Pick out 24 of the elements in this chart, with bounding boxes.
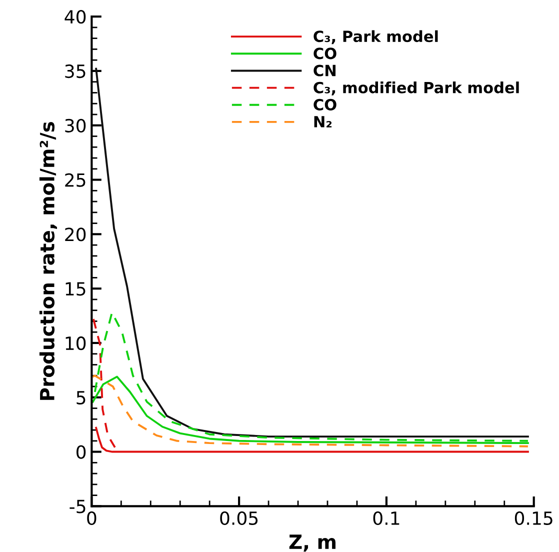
y-tick-label: 40 [64, 10, 86, 24]
legend-label: C₃, Park model [314, 30, 438, 44]
y-tick-label: 30 [65, 118, 86, 132]
line-series [95, 426, 529, 453]
x-axis-title: Z, m [289, 534, 336, 552]
legend-label: CN [314, 64, 336, 76]
legend-label: CO [314, 48, 336, 60]
legend-label: N₂ [314, 116, 332, 128]
x-tick-label: 0 [87, 511, 96, 526]
y-axis-title: Production rate, mol/m²/s [39, 122, 57, 400]
line-series [92, 318, 116, 448]
y-tick-label: 0 [76, 445, 86, 459]
legend-label: CO [314, 98, 336, 110]
x-tick-label: 0.15 [514, 511, 552, 526]
x-tick-label: 0.05 [220, 511, 258, 526]
y-tick-label: 10 [66, 336, 86, 350]
y-tick-label: 35 [65, 64, 86, 78]
y-tick-label: -5 [70, 500, 86, 514]
y-tick-label: 25 [65, 173, 86, 187]
y-tick-label: 15 [66, 282, 86, 296]
y-tick-label: 20 [65, 228, 86, 242]
legend-label: C₃, modified Park model [314, 82, 519, 96]
x-tick-label: 0.1 [373, 511, 400, 526]
y-tick-label: 5 [76, 391, 86, 404]
